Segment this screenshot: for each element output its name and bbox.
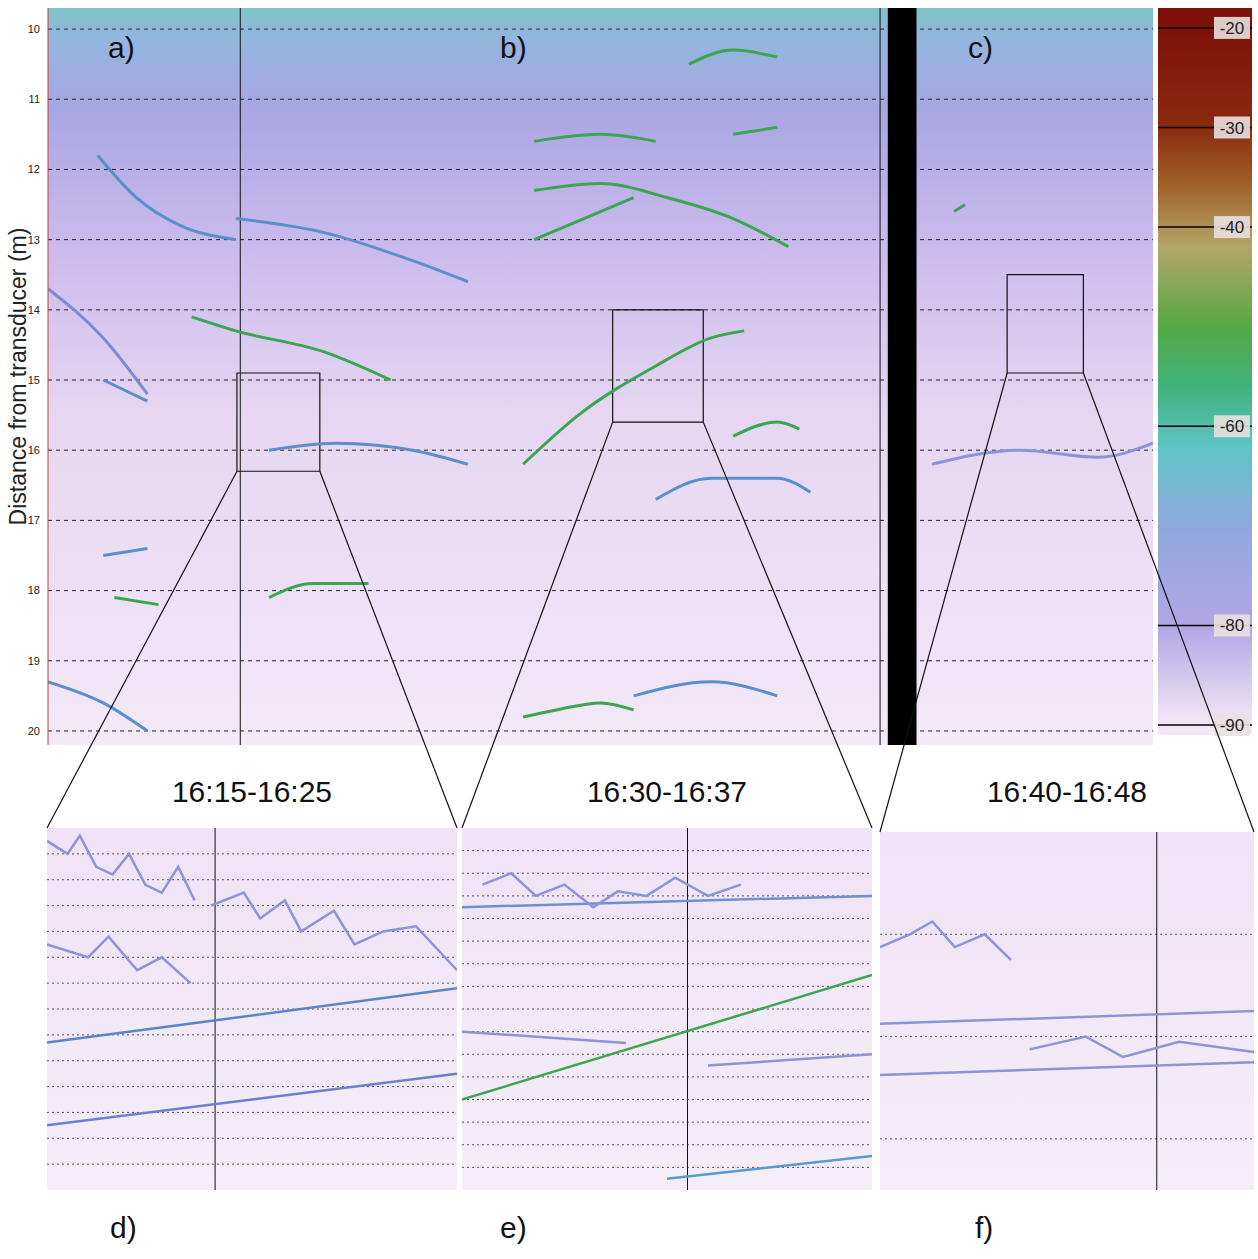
html-text:e): e)	[500, 1211, 527, 1244]
html-text:16:15-16:25: 16:15-16:25	[171, 775, 333, 808]
html-text:16:40-16:48: 16:40-16:48	[986, 775, 1148, 808]
svg-text:a): a)	[108, 31, 135, 64]
svg-text:16: 16	[28, 444, 40, 456]
svg-text:-40: -40	[1220, 218, 1245, 237]
svg-text:11: 11	[29, 93, 40, 105]
svg-text:10: 10	[28, 23, 40, 35]
svg-text:Distance from transducer (m): Distance from transducer (m)	[5, 228, 31, 526]
svg-text:12: 12	[28, 163, 40, 175]
svg-text:-80: -80	[1220, 616, 1245, 635]
html-text:16:30-16:37: 16:30-16:37	[586, 775, 748, 808]
svg-text:15: 15	[28, 374, 40, 386]
svg-text:-30: -30	[1220, 119, 1245, 138]
svg-text:-90: -90	[1220, 716, 1245, 735]
svg-text:14: 14	[28, 304, 40, 316]
svg-text:19: 19	[28, 655, 40, 667]
svg-text:b): b)	[500, 31, 527, 64]
svg-text:c): c)	[968, 31, 993, 64]
svg-text:17: 17	[28, 514, 40, 526]
svg-text:13: 13	[28, 234, 40, 246]
svg-text:-60: -60	[1220, 417, 1245, 436]
html-text:f): f)	[975, 1211, 994, 1244]
svg-text:20: 20	[28, 725, 40, 737]
html-text:d): d)	[110, 1211, 137, 1244]
svg-text:-20: -20	[1220, 19, 1245, 38]
svg-text:18: 18	[28, 584, 40, 596]
